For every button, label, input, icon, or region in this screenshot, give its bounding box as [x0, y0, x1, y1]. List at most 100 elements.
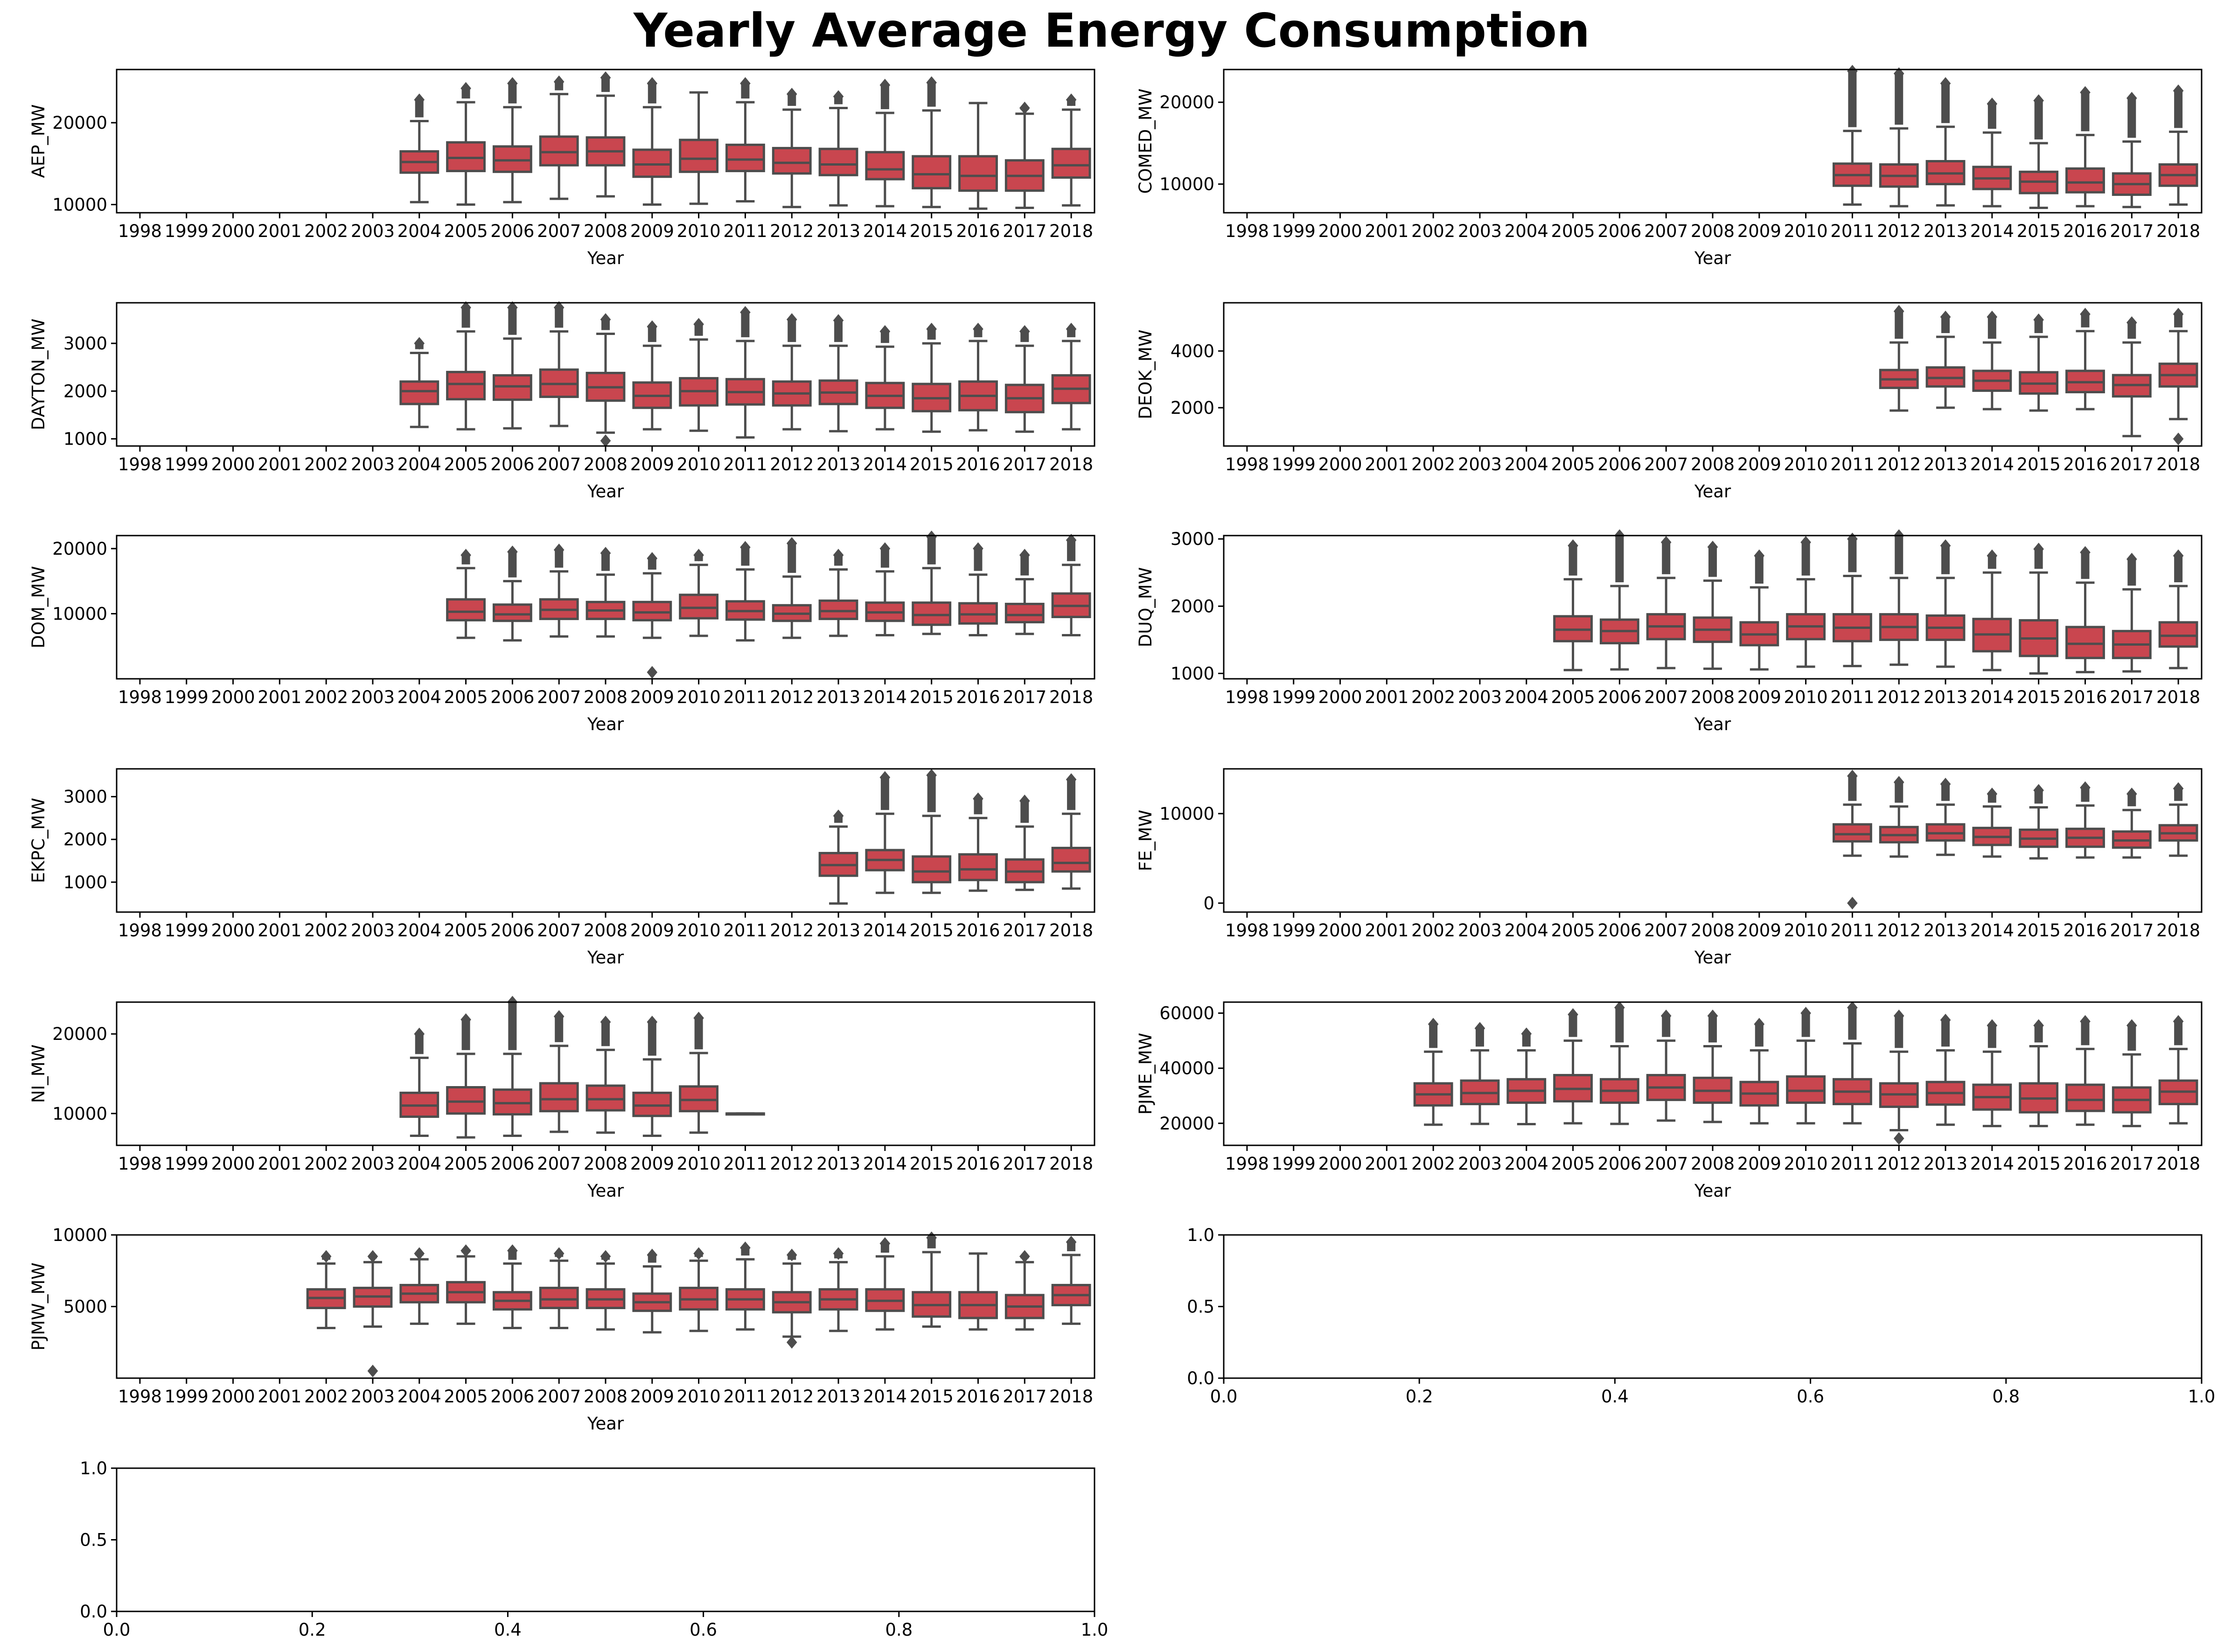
x-tick-label: 2011 — [723, 1387, 767, 1407]
outliers-high — [2080, 781, 2091, 802]
iqr-box — [2065, 1083, 2105, 1112]
outlier-marker — [1940, 77, 1951, 90]
box-2010 — [679, 1011, 719, 1134]
x-tick-label: 2017 — [1003, 221, 1046, 241]
x-tick-label: 2001 — [258, 454, 301, 474]
iqr-box — [492, 374, 532, 401]
box-2005 — [446, 549, 486, 639]
box-2006 — [1599, 1001, 1639, 1125]
box-2008 — [1693, 1009, 1733, 1123]
box-2005 — [1553, 539, 1593, 671]
x-tick-label: 2006 — [1597, 920, 1641, 941]
box-2017 — [2112, 91, 2152, 209]
x-tick-label: 2001 — [1365, 687, 1408, 707]
outlier-marker — [693, 1247, 704, 1260]
box-2017 — [1004, 1250, 1045, 1331]
box-2006 — [492, 545, 532, 642]
outlier-marker — [1893, 776, 1904, 789]
x-axis-label: Year — [587, 248, 624, 268]
x-tick-label: 2001 — [258, 687, 301, 707]
x-tick-label: 2013 — [816, 1154, 860, 1174]
x-tick-label: 2004 — [397, 1387, 441, 1407]
box-2012 — [772, 537, 812, 639]
outliers-high — [600, 313, 611, 330]
x-tick-label: 2012 — [770, 221, 814, 241]
x-tick-label: 2018 — [2156, 454, 2200, 474]
x-tick-label: 2016 — [2063, 687, 2107, 707]
box-2016 — [2065, 781, 2105, 859]
x-tick-label: 2012 — [770, 1387, 814, 1407]
x-tick-label: 2009 — [1737, 454, 1781, 474]
outlier-stack — [508, 83, 517, 104]
y-tick-label: 3000 — [63, 334, 107, 354]
outliers-high — [1893, 305, 1904, 339]
x-tick-label: 2013 — [1924, 454, 1967, 474]
box-2007 — [539, 1010, 579, 1133]
x-tick-label: 2016 — [2063, 454, 2107, 474]
box-2010 — [1786, 536, 1826, 668]
iqr-box — [492, 1088, 532, 1115]
x-tick-label: 2003 — [351, 221, 395, 241]
outlier-stack — [2081, 552, 2090, 579]
subplot-12: 0.0 0.2 0.4 0.6 0.8 1.0 0.0 0.5 1.0 — [1187, 1225, 2215, 1407]
x-tick-label: 1998 — [118, 1387, 162, 1407]
outlier-marker — [1987, 1019, 1998, 1032]
outliers-high — [1800, 1007, 1811, 1037]
outliers-high — [1428, 1018, 1439, 1048]
y-axis-label: DOM_MW — [28, 566, 49, 648]
outliers-high — [1066, 773, 1077, 810]
x-tick-label: 2002 — [1411, 454, 1455, 474]
outlier-marker — [973, 542, 983, 555]
box-2018 — [1051, 1235, 1091, 1325]
x-tick-label: 2012 — [1877, 221, 1921, 241]
x-tick-label: 2016 — [2063, 1154, 2107, 1174]
axes-frame — [1223, 1001, 2203, 1146]
outliers-high — [2173, 307, 2184, 328]
x-tick-label: 2006 — [490, 687, 534, 707]
x-tick-label: 2014 — [863, 687, 907, 707]
outliers-high — [786, 313, 797, 342]
outlier-stack — [1662, 542, 1671, 574]
outlier-marker — [1800, 536, 1811, 549]
outlier-marker — [879, 771, 891, 784]
axes-frame — [1223, 69, 2203, 214]
outlier-stack — [1569, 1014, 1577, 1037]
outlier-stack — [927, 537, 936, 565]
x-tick-label: 2016 — [956, 221, 1000, 241]
x-tick-label: 2015 — [2017, 1154, 2061, 1174]
x-tick-label: 2018 — [1049, 454, 1093, 474]
outliers-high — [321, 1250, 332, 1263]
outlier-marker — [2080, 307, 2091, 321]
x-tick-label: 2012 — [1877, 687, 1921, 707]
outlier-stack — [694, 1018, 703, 1050]
box-2016 — [2065, 1015, 2105, 1126]
x-tick-label: 2010 — [677, 687, 721, 707]
x-axis-label: Year — [587, 714, 624, 734]
x-tick-label: 2007 — [1644, 1154, 1688, 1174]
outlier-marker — [2173, 1015, 2184, 1028]
y-axis-label: EKPC_MW — [28, 798, 49, 883]
outlier-stack — [601, 553, 610, 571]
outliers-high — [1847, 532, 1858, 572]
x-tick-label: 2003 — [1458, 687, 1502, 707]
outlier-marker — [600, 71, 611, 84]
x-tick-label: 1998 — [118, 687, 162, 707]
outlier-marker — [1987, 98, 1998, 111]
x-tick-label: 2011 — [1830, 1154, 1874, 1174]
outliers-high — [833, 809, 844, 823]
x-tick-label: 2003 — [1458, 920, 1502, 941]
box-2014 — [865, 771, 905, 894]
outlier-marker — [321, 1250, 332, 1263]
x-tick-label: 0.6 — [690, 1620, 717, 1640]
x-tick-label: 2017 — [2110, 920, 2154, 941]
outliers-high — [600, 71, 611, 92]
x-tick-label: 2003 — [351, 1154, 395, 1174]
y-tick-label: 1000 — [63, 429, 107, 449]
outlier-stack — [2127, 1025, 2136, 1051]
outliers-high — [414, 1247, 425, 1260]
outlier-stack — [880, 548, 889, 568]
box-2010 — [679, 1247, 719, 1332]
outliers-high — [1893, 1009, 1904, 1048]
